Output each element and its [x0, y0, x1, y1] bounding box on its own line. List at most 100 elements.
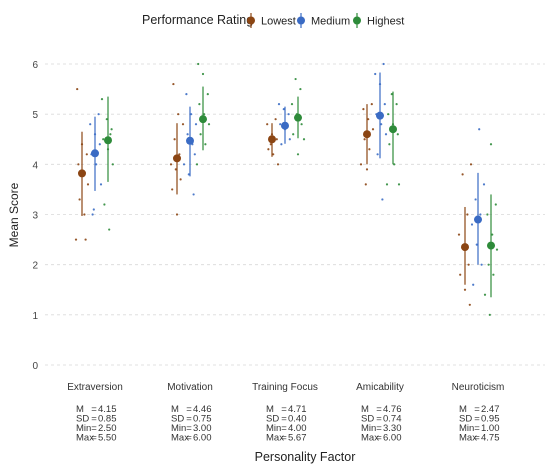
stat-equals: =: [91, 423, 97, 434]
raw-point: [385, 183, 389, 186]
raw-point: [174, 168, 177, 171]
mean-point: [281, 121, 289, 130]
raw-point: [374, 72, 377, 76]
mean-point: [376, 111, 384, 120]
raw-point: [207, 123, 211, 126]
raw-point: [475, 243, 478, 246]
raw-point: [179, 178, 182, 181]
raw-point: [275, 138, 278, 141]
raw-point: [89, 123, 92, 126]
raw-point: [390, 93, 393, 96]
raw-point: [85, 153, 88, 156]
legend-label: Lowest: [261, 16, 296, 28]
y-axis-ticks: 0 1 2 3 4 5 6: [32, 60, 38, 372]
gridlines: [45, 63, 545, 366]
raw-point: [469, 163, 473, 166]
legend-entry: Lowest: [247, 13, 296, 28]
raw-point: [190, 113, 193, 116]
mean-point: [363, 130, 371, 139]
stat-equals: =: [91, 414, 97, 425]
stat-value: 4.76: [383, 404, 402, 415]
stat-key: Min: [266, 423, 281, 434]
raw-point: [363, 138, 366, 141]
stat-value: 3.30: [383, 423, 402, 434]
stat-equals: =: [474, 423, 480, 434]
raw-point: [192, 193, 195, 196]
raw-point: [279, 123, 282, 126]
raw-point: [274, 118, 277, 121]
y-tick-label: 4: [32, 160, 38, 171]
raw-point: [388, 143, 391, 146]
raw-point: [206, 93, 209, 96]
raw-point: [280, 143, 283, 146]
raw-point: [74, 238, 78, 241]
stat-value: 3.00: [193, 423, 212, 434]
raw-point: [277, 103, 281, 106]
stat-key: M: [76, 404, 84, 415]
stat-equals: =: [186, 433, 192, 444]
mean-point: [78, 169, 86, 178]
raw-point: [91, 213, 94, 216]
stat-key: Max: [266, 433, 284, 444]
raw-point: [376, 153, 379, 156]
raw-point: [393, 163, 396, 166]
raw-point: [483, 293, 487, 296]
y-tick-label: 1: [32, 311, 38, 322]
raw-point: [457, 233, 461, 236]
stat-equals: =: [376, 414, 382, 425]
stat-key: SD: [361, 414, 374, 425]
raw-point: [370, 103, 373, 106]
stat-key: M: [459, 404, 467, 415]
mean-point: [268, 135, 276, 144]
raw-point: [169, 163, 173, 166]
raw-point: [494, 203, 497, 206]
y-tick-label: 6: [32, 60, 38, 71]
legend-entry: Medium: [297, 13, 350, 28]
stat-value: 0.40: [288, 414, 307, 425]
raw-point: [171, 188, 174, 191]
mean-point: [91, 149, 99, 158]
raw-point: [364, 183, 367, 186]
category-label: Extraversion: [67, 382, 123, 393]
raw-point: [468, 303, 471, 306]
legend-key-point: [297, 16, 305, 25]
stat-value: 4.00: [288, 423, 307, 434]
raw-point: [288, 138, 291, 141]
raw-point: [186, 133, 189, 136]
legend-label: Medium: [311, 16, 350, 28]
raw-point: [367, 118, 370, 121]
raw-point: [193, 153, 196, 156]
category-label: Training Focus: [252, 382, 318, 393]
raw-point: [302, 138, 306, 141]
stat-key: SD: [459, 414, 472, 425]
y-tick-label: 0: [32, 361, 38, 372]
stat-value: 6.00: [193, 433, 212, 444]
error-bars: [81, 72, 492, 298]
stat-value: 4.71: [288, 404, 307, 415]
mean-point: [294, 113, 302, 122]
raw-point: [395, 103, 398, 106]
stat-value: 5.50: [98, 433, 117, 444]
stat-key: M: [171, 404, 179, 415]
raw-point: [201, 72, 205, 76]
raw-point: [103, 203, 106, 206]
raw-point: [382, 62, 385, 66]
x-axis-labels: Extraversion Motivation Training Focus Amic…: [67, 382, 504, 393]
category-label: Amicability: [356, 382, 404, 393]
stat-value: 5.67: [288, 433, 307, 444]
legend: Performance Rating Lowest Medium Highest: [142, 13, 404, 28]
stat-equals: =: [281, 433, 287, 444]
stat-value: 0.95: [481, 414, 500, 425]
raw-point: [482, 183, 486, 186]
raw-point: [266, 123, 269, 126]
mean-point: [199, 115, 207, 124]
raw-point: [282, 108, 285, 111]
raw-point: [368, 148, 371, 151]
mean-point: [173, 154, 181, 163]
raw-point: [290, 103, 294, 106]
mean-points: [78, 111, 495, 252]
legend-key-point: [247, 16, 255, 25]
